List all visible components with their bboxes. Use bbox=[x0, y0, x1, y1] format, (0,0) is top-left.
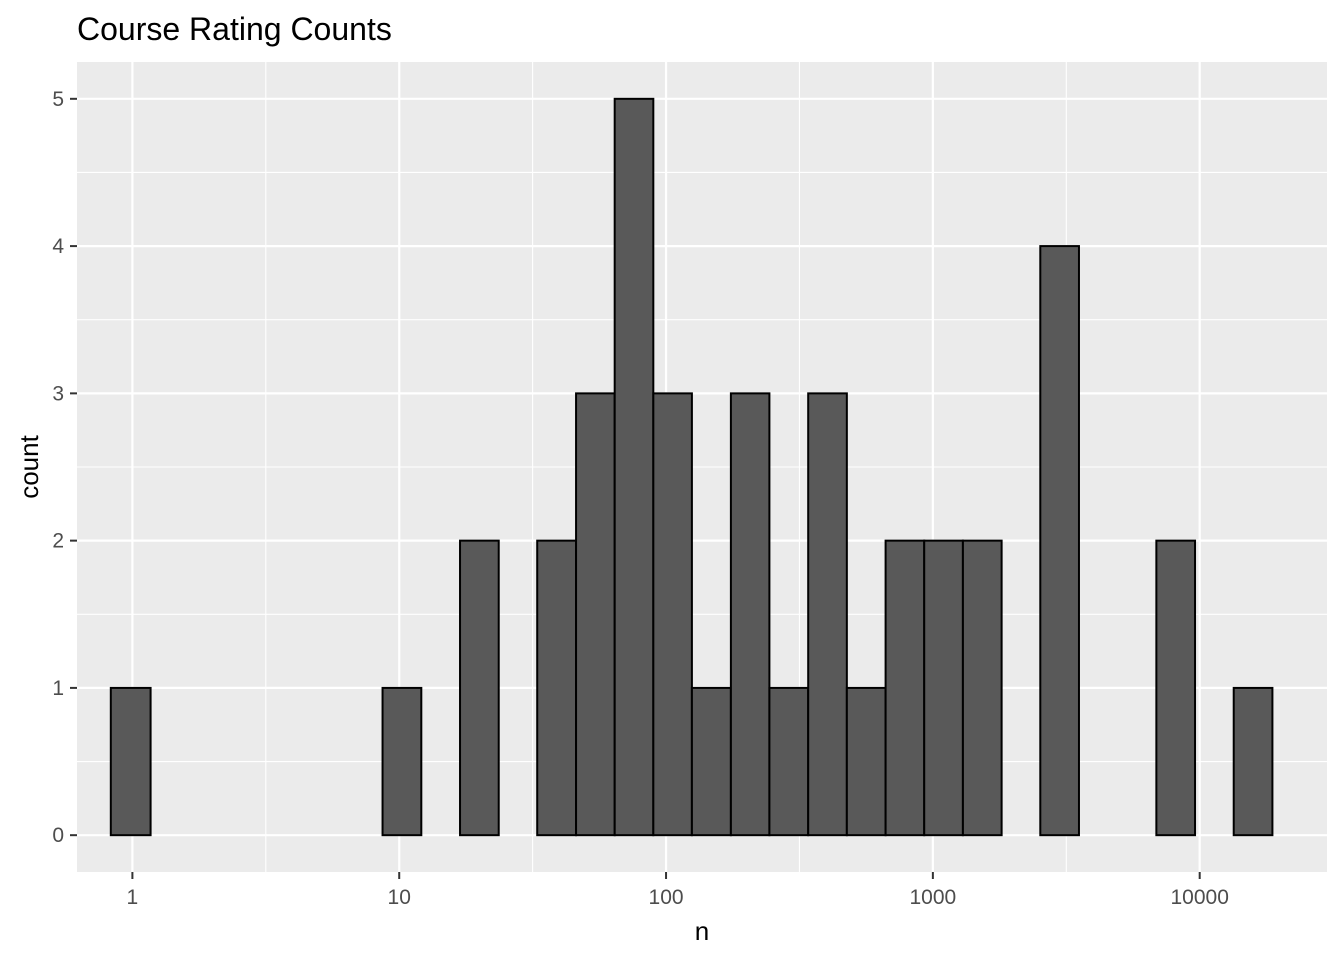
histogram-bar bbox=[1155, 539, 1197, 837]
histogram-bar bbox=[613, 97, 655, 837]
histogram-bar bbox=[109, 686, 152, 837]
histogram-bar bbox=[1232, 686, 1274, 837]
y-tick-label: 0 bbox=[52, 824, 64, 847]
histogram-bar bbox=[652, 392, 693, 837]
histogram-bar bbox=[1039, 245, 1080, 837]
histogram-bar bbox=[961, 539, 1003, 837]
histogram-bar bbox=[575, 392, 616, 837]
x-tick-label: 1 bbox=[127, 886, 139, 909]
histogram-bar bbox=[536, 539, 578, 837]
y-tick-label: 5 bbox=[52, 88, 64, 111]
y-tick-label: 2 bbox=[52, 530, 64, 553]
y-axis-title: count bbox=[14, 434, 44, 498]
histogram-bars bbox=[109, 97, 1274, 837]
histogram-bar bbox=[845, 686, 887, 837]
y-tick-label: 3 bbox=[52, 382, 64, 405]
histogram-bar bbox=[923, 539, 964, 837]
histogram-bar bbox=[807, 392, 848, 837]
x-tick-label: 10000 bbox=[1170, 886, 1228, 909]
histogram-bar bbox=[884, 539, 926, 837]
x-tick-label: 100 bbox=[649, 886, 684, 909]
histogram-bar bbox=[729, 392, 771, 837]
y-axis: 0 1 2 3 4 5 bbox=[52, 88, 77, 847]
x-tick-label: 10 bbox=[388, 886, 411, 909]
x-tick-label: 1000 bbox=[910, 886, 957, 909]
x-axis: 1 10 100 1000 10000 bbox=[127, 872, 1229, 909]
histogram-bar bbox=[459, 539, 500, 837]
y-tick-label: 4 bbox=[52, 235, 64, 258]
histogram-bar bbox=[690, 686, 732, 837]
minor-gridlines bbox=[77, 62, 1327, 872]
y-tick-label: 1 bbox=[52, 677, 64, 700]
chart-title: Course Rating Counts bbox=[77, 11, 392, 47]
x-axis-title: n bbox=[695, 916, 709, 946]
histogram-bar bbox=[768, 686, 810, 837]
histogram-bar bbox=[381, 686, 423, 837]
